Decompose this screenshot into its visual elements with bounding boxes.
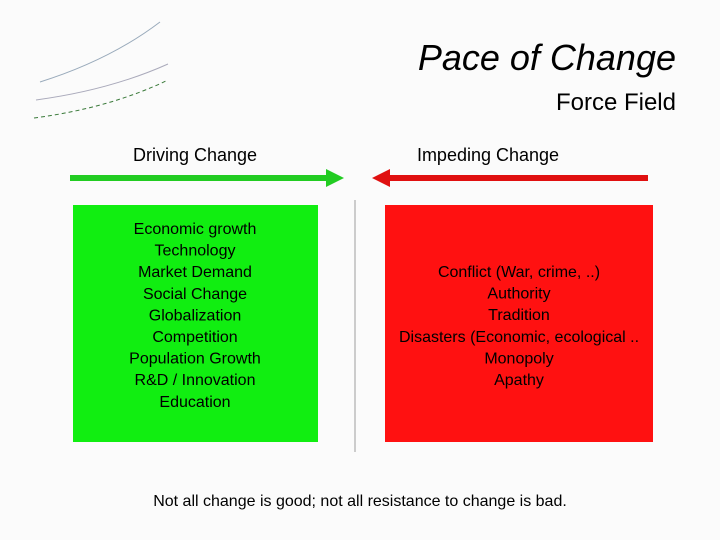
driving-box (73, 205, 318, 442)
list-item: Disasters (Economic, ecological .. (399, 329, 639, 346)
impeding-heading: Impeding Change (417, 145, 559, 165)
impeding-arrow (372, 169, 648, 187)
list-item: Market Demand (138, 264, 252, 281)
list-item: Economic growth (134, 221, 257, 238)
subtitle: Force Field (556, 89, 676, 116)
title: Pace of Change (418, 37, 676, 78)
impeding-box (385, 205, 653, 442)
driving-heading: Driving Change (133, 145, 257, 165)
list-item: R&D / Innovation (135, 372, 256, 389)
list-item: Monopoly (484, 350, 553, 367)
footer-note: Not all change is good; not all resistan… (153, 493, 567, 510)
list-item: Education (159, 394, 230, 411)
list-item: Apathy (494, 372, 544, 389)
driving-list: Economic growth Technology Market Demand So… (129, 221, 261, 411)
list-item: Authority (487, 286, 550, 303)
list-item: Social Change (143, 286, 247, 303)
decor-curves (33, 21, 169, 119)
list-item: Population Growth (129, 351, 261, 368)
list-item: Tradition (488, 307, 550, 324)
driving-arrow (70, 169, 344, 187)
list-item: Competition (152, 329, 237, 346)
list-item: Technology (155, 243, 236, 260)
impeding-list: Conflict (War, crime, ..) Authority Tradit… (399, 264, 639, 389)
list-item: Globalization (149, 307, 242, 324)
list-item: Conflict (War, crime, ..) (438, 264, 600, 281)
